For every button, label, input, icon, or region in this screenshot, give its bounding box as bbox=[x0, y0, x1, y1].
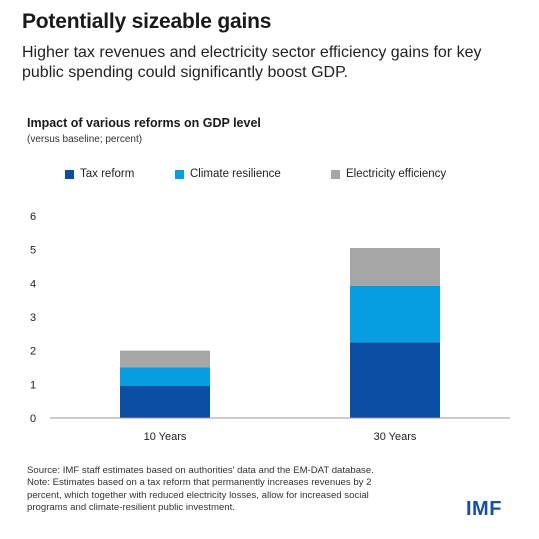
x-tick-label: 30 Years bbox=[374, 431, 417, 443]
chart-subtitle: (versus baseline; percent) bbox=[27, 134, 143, 145]
source-note: Source: IMF staff estimates based on aut… bbox=[27, 465, 457, 515]
note-line: programs and climate-resilient public in… bbox=[27, 502, 235, 514]
legend-item-climate-resilience: Climate resilience bbox=[175, 168, 331, 180]
bar-segment bbox=[120, 367, 210, 387]
bar-segment bbox=[120, 386, 210, 418]
bar-segment bbox=[350, 342, 440, 418]
legend-swatch-electricity-efficiency bbox=[331, 169, 340, 179]
y-tick-label: 2 bbox=[30, 346, 36, 358]
note-line: percent, which together with reduced ele… bbox=[27, 489, 369, 501]
legend-swatch-tax-reform bbox=[65, 169, 74, 179]
y-tick-label: 6 bbox=[30, 211, 36, 223]
y-tick-label: 5 bbox=[30, 245, 36, 257]
imf-logo: IMF bbox=[466, 498, 502, 520]
source-line: Source: IMF staff estimates based on aut… bbox=[27, 465, 374, 476]
bar-segment bbox=[350, 247, 440, 286]
y-tick-label: 3 bbox=[30, 312, 36, 324]
y-tick-label: 4 bbox=[30, 278, 36, 290]
legend-label-tax-reform: Tax reform bbox=[80, 168, 135, 180]
subheadline: Higher tax revenues and electricity sect… bbox=[22, 44, 482, 81]
legend-swatch-climate-resilience bbox=[175, 169, 184, 179]
chart-title: Impact of various reforms on GDP level bbox=[27, 116, 261, 130]
y-tick-label: 1 bbox=[30, 379, 36, 391]
note-line: Note: Estimates based on a tax reform th… bbox=[27, 477, 372, 489]
legend-label-climate-resilience: Climate resilience bbox=[190, 168, 281, 180]
legend: Tax reform Climate resilience Electricit… bbox=[65, 168, 446, 180]
legend-item-electricity-efficiency: Electricity efficiency bbox=[331, 168, 446, 180]
legend-label-electricity-efficiency: Electricity efficiency bbox=[346, 168, 447, 180]
legend-item-tax-reform: Tax reform bbox=[65, 168, 175, 180]
y-tick-label: 0 bbox=[30, 413, 36, 425]
x-tick-label: 10 Years bbox=[144, 431, 187, 443]
headline: Potentially sizeable gains bbox=[22, 10, 272, 33]
bar-segment bbox=[350, 285, 440, 343]
bar-segment bbox=[120, 350, 210, 368]
